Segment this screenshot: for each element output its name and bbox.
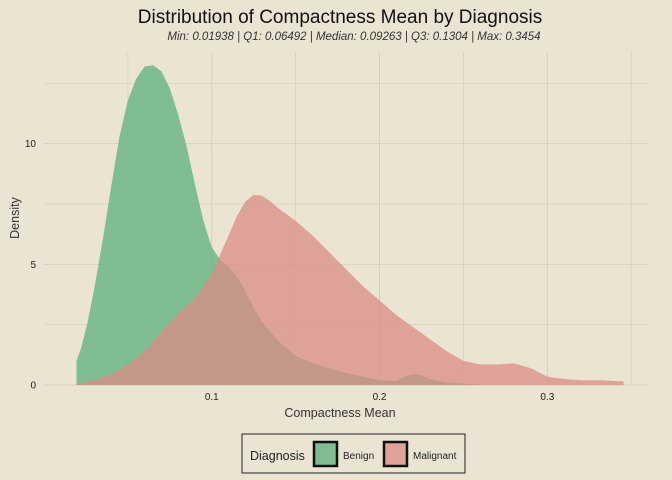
axis-layer: 0.1 0.2 0.3 0 5 10 bbox=[25, 139, 555, 403]
legend-key-benign bbox=[312, 440, 339, 468]
legend-label-benign: Benign bbox=[343, 451, 374, 462]
x-axis-title: Compactness Mean bbox=[284, 406, 395, 420]
density-area-benign bbox=[76, 65, 481, 386]
x-tick-label: 0.1 bbox=[205, 392, 219, 403]
legend-label-malignant: Malignant bbox=[413, 451, 457, 462]
density-area-malignant bbox=[76, 194, 624, 385]
legend-title: Diagnosis bbox=[250, 449, 305, 463]
y-tick-label: 0 bbox=[30, 381, 36, 392]
area-layer bbox=[76, 65, 624, 386]
chart-title: Distribution of Compactness Mean by Diag… bbox=[138, 7, 542, 28]
y-tick-label: 10 bbox=[25, 139, 37, 150]
y-tick-label: 5 bbox=[30, 260, 36, 271]
chart-subtitle: Min: 0.01938 | Q1: 0.06492 | Median: 0.0… bbox=[167, 31, 540, 43]
y-axis-title: Density bbox=[8, 196, 22, 238]
legend-key-malignant bbox=[382, 440, 409, 468]
legend: Diagnosis Benign Malignant bbox=[241, 433, 466, 474]
x-tick-label: 0.3 bbox=[540, 392, 554, 403]
legend-frame bbox=[241, 433, 466, 474]
x-tick-label: 0.2 bbox=[373, 392, 387, 403]
